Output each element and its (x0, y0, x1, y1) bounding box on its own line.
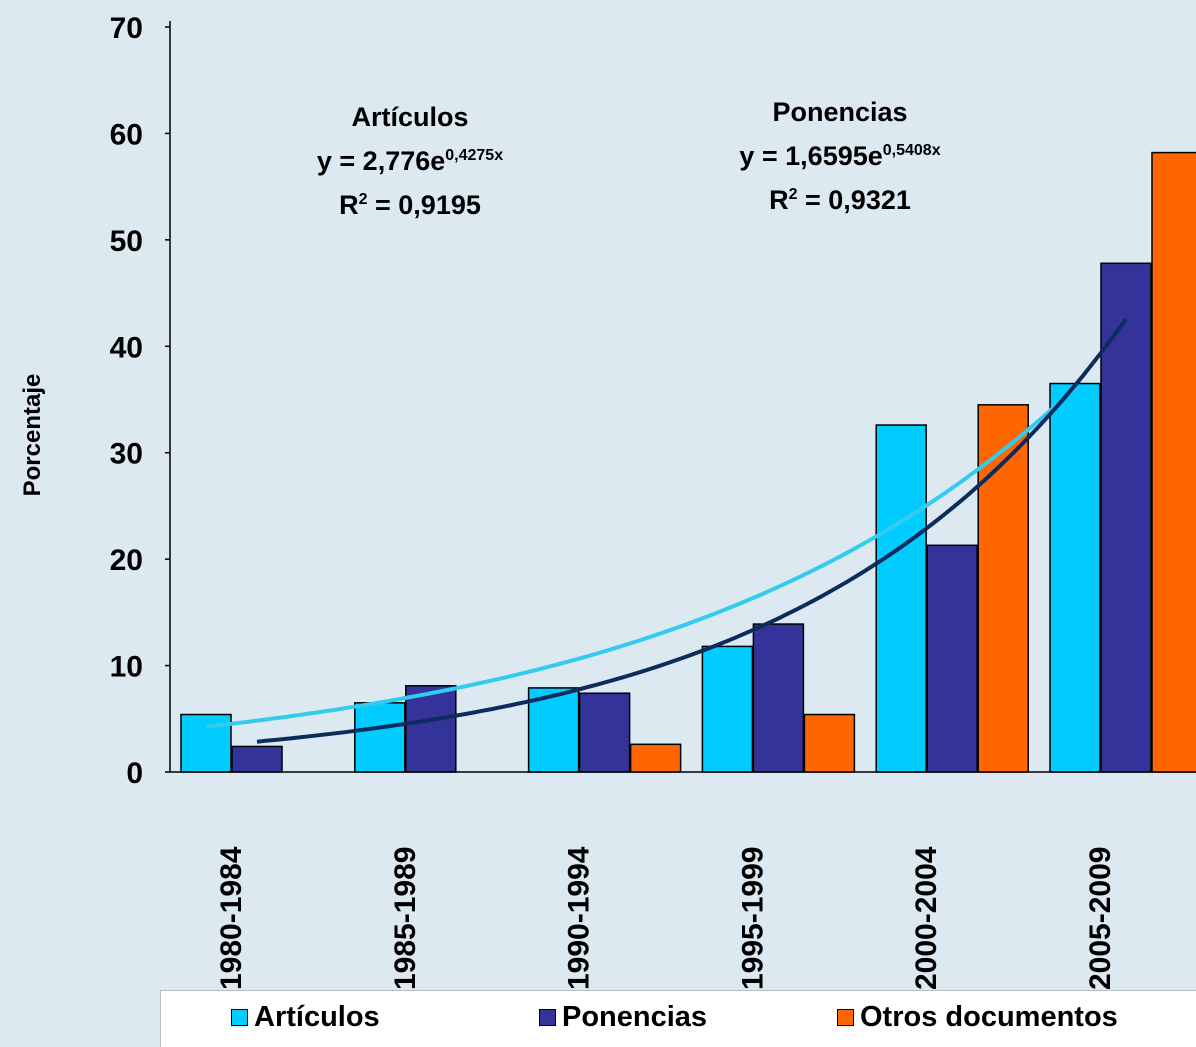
bar-otros-documentos-1990-1994 (629, 743, 682, 773)
y-tick-label: 40 (110, 331, 143, 364)
annotation-articulos-r2: R2 = 0,9195 (339, 190, 481, 220)
annotation-ponencias: Ponencias y = 1,6595e0,5408x R2 = 0,9321 (700, 90, 980, 222)
y-tick-label: 20 (110, 544, 143, 577)
y-tick-label: 70 (110, 12, 143, 45)
bar-ponencias-1980-1984 (231, 745, 283, 773)
bar-ponencias-1985-1989 (405, 685, 457, 773)
annotation-articulos-equation: y = 2,776e0,4275x (316, 146, 504, 176)
trendline-art-culos (205, 386, 1077, 729)
legend-item-articulos: Artículos (231, 1001, 380, 1034)
y-tick-label: 30 (110, 438, 143, 471)
bar-art-culos-2000-2004 (875, 424, 927, 773)
x-category-label: 2005-2009 (1084, 847, 1117, 990)
y-axis: 0 10 20 30 40 50 60 70 (110, 12, 1196, 790)
bar-art-culos-2005-2009 (1049, 382, 1101, 773)
bar-ponencias-1990-1994 (578, 692, 631, 773)
bar-art-culos-1990-1994 (527, 687, 580, 773)
x-category-label: 1985-1989 (389, 847, 422, 990)
annotation-articulos-title: Artículos (351, 102, 469, 132)
y-tick-label: 10 (110, 651, 143, 684)
legend-item-ponencias: Ponencias (539, 1001, 707, 1034)
legend-label-otros-documentos: Otros documentos (860, 1001, 1118, 1033)
x-category-label: 1980-1984 (215, 846, 248, 990)
trendline-ponencias (256, 317, 1128, 744)
x-category-label: 1990-1994 (563, 846, 596, 990)
bar-ponencias-1995-1999 (752, 623, 805, 773)
y-tick-label: 50 (110, 225, 143, 258)
y-tick-label: 0 (126, 757, 143, 790)
bar-ponencias-2000-2004 (926, 544, 978, 773)
legend-swatch-articulos (231, 1009, 248, 1026)
x-category-label: 1995-1999 (736, 847, 769, 990)
bar-art-culos-1985-1989 (354, 702, 406, 773)
annotation-ponencias-title: Ponencias (772, 97, 908, 127)
bar-otros-documentos-2005-2009 (1151, 151, 1196, 773)
legend-swatch-ponencias (539, 1009, 556, 1026)
trendlines (205, 317, 1128, 744)
annotation-ponencias-r2: R2 = 0,9321 (769, 185, 911, 215)
legend-label-articulos: Artículos (254, 1001, 380, 1033)
legend: Artículos Ponencias Otros documentos (160, 990, 1196, 1047)
bar-art-culos-1995-1999 (701, 645, 754, 773)
legend-swatch-otros-documentos (837, 1009, 854, 1026)
bar-otros-documentos-2000-2004 (977, 404, 1029, 773)
x-categories: 1980-1984 1985-1989 1990-1994 1995-1999 2000… (215, 846, 1117, 990)
y-axis-label: Porcentaje (19, 374, 46, 497)
y-tick-label: 60 (110, 118, 143, 151)
legend-label-ponencias: Ponencias (562, 1001, 708, 1033)
annotation-ponencias-equation: y = 1,6595e0,5408x (739, 141, 941, 171)
legend-item-otros-documentos: Otros documentos (837, 1001, 1118, 1034)
annotation-articulos: Artículos y = 2,776e0,4275x R2 = 0,9195 (280, 95, 540, 227)
bar-otros-documentos-1995-1999 (803, 713, 856, 773)
bar-ponencias-2005-2009 (1100, 262, 1152, 773)
bars (180, 151, 1196, 773)
x-category-label: 2000-2004 (910, 846, 943, 990)
